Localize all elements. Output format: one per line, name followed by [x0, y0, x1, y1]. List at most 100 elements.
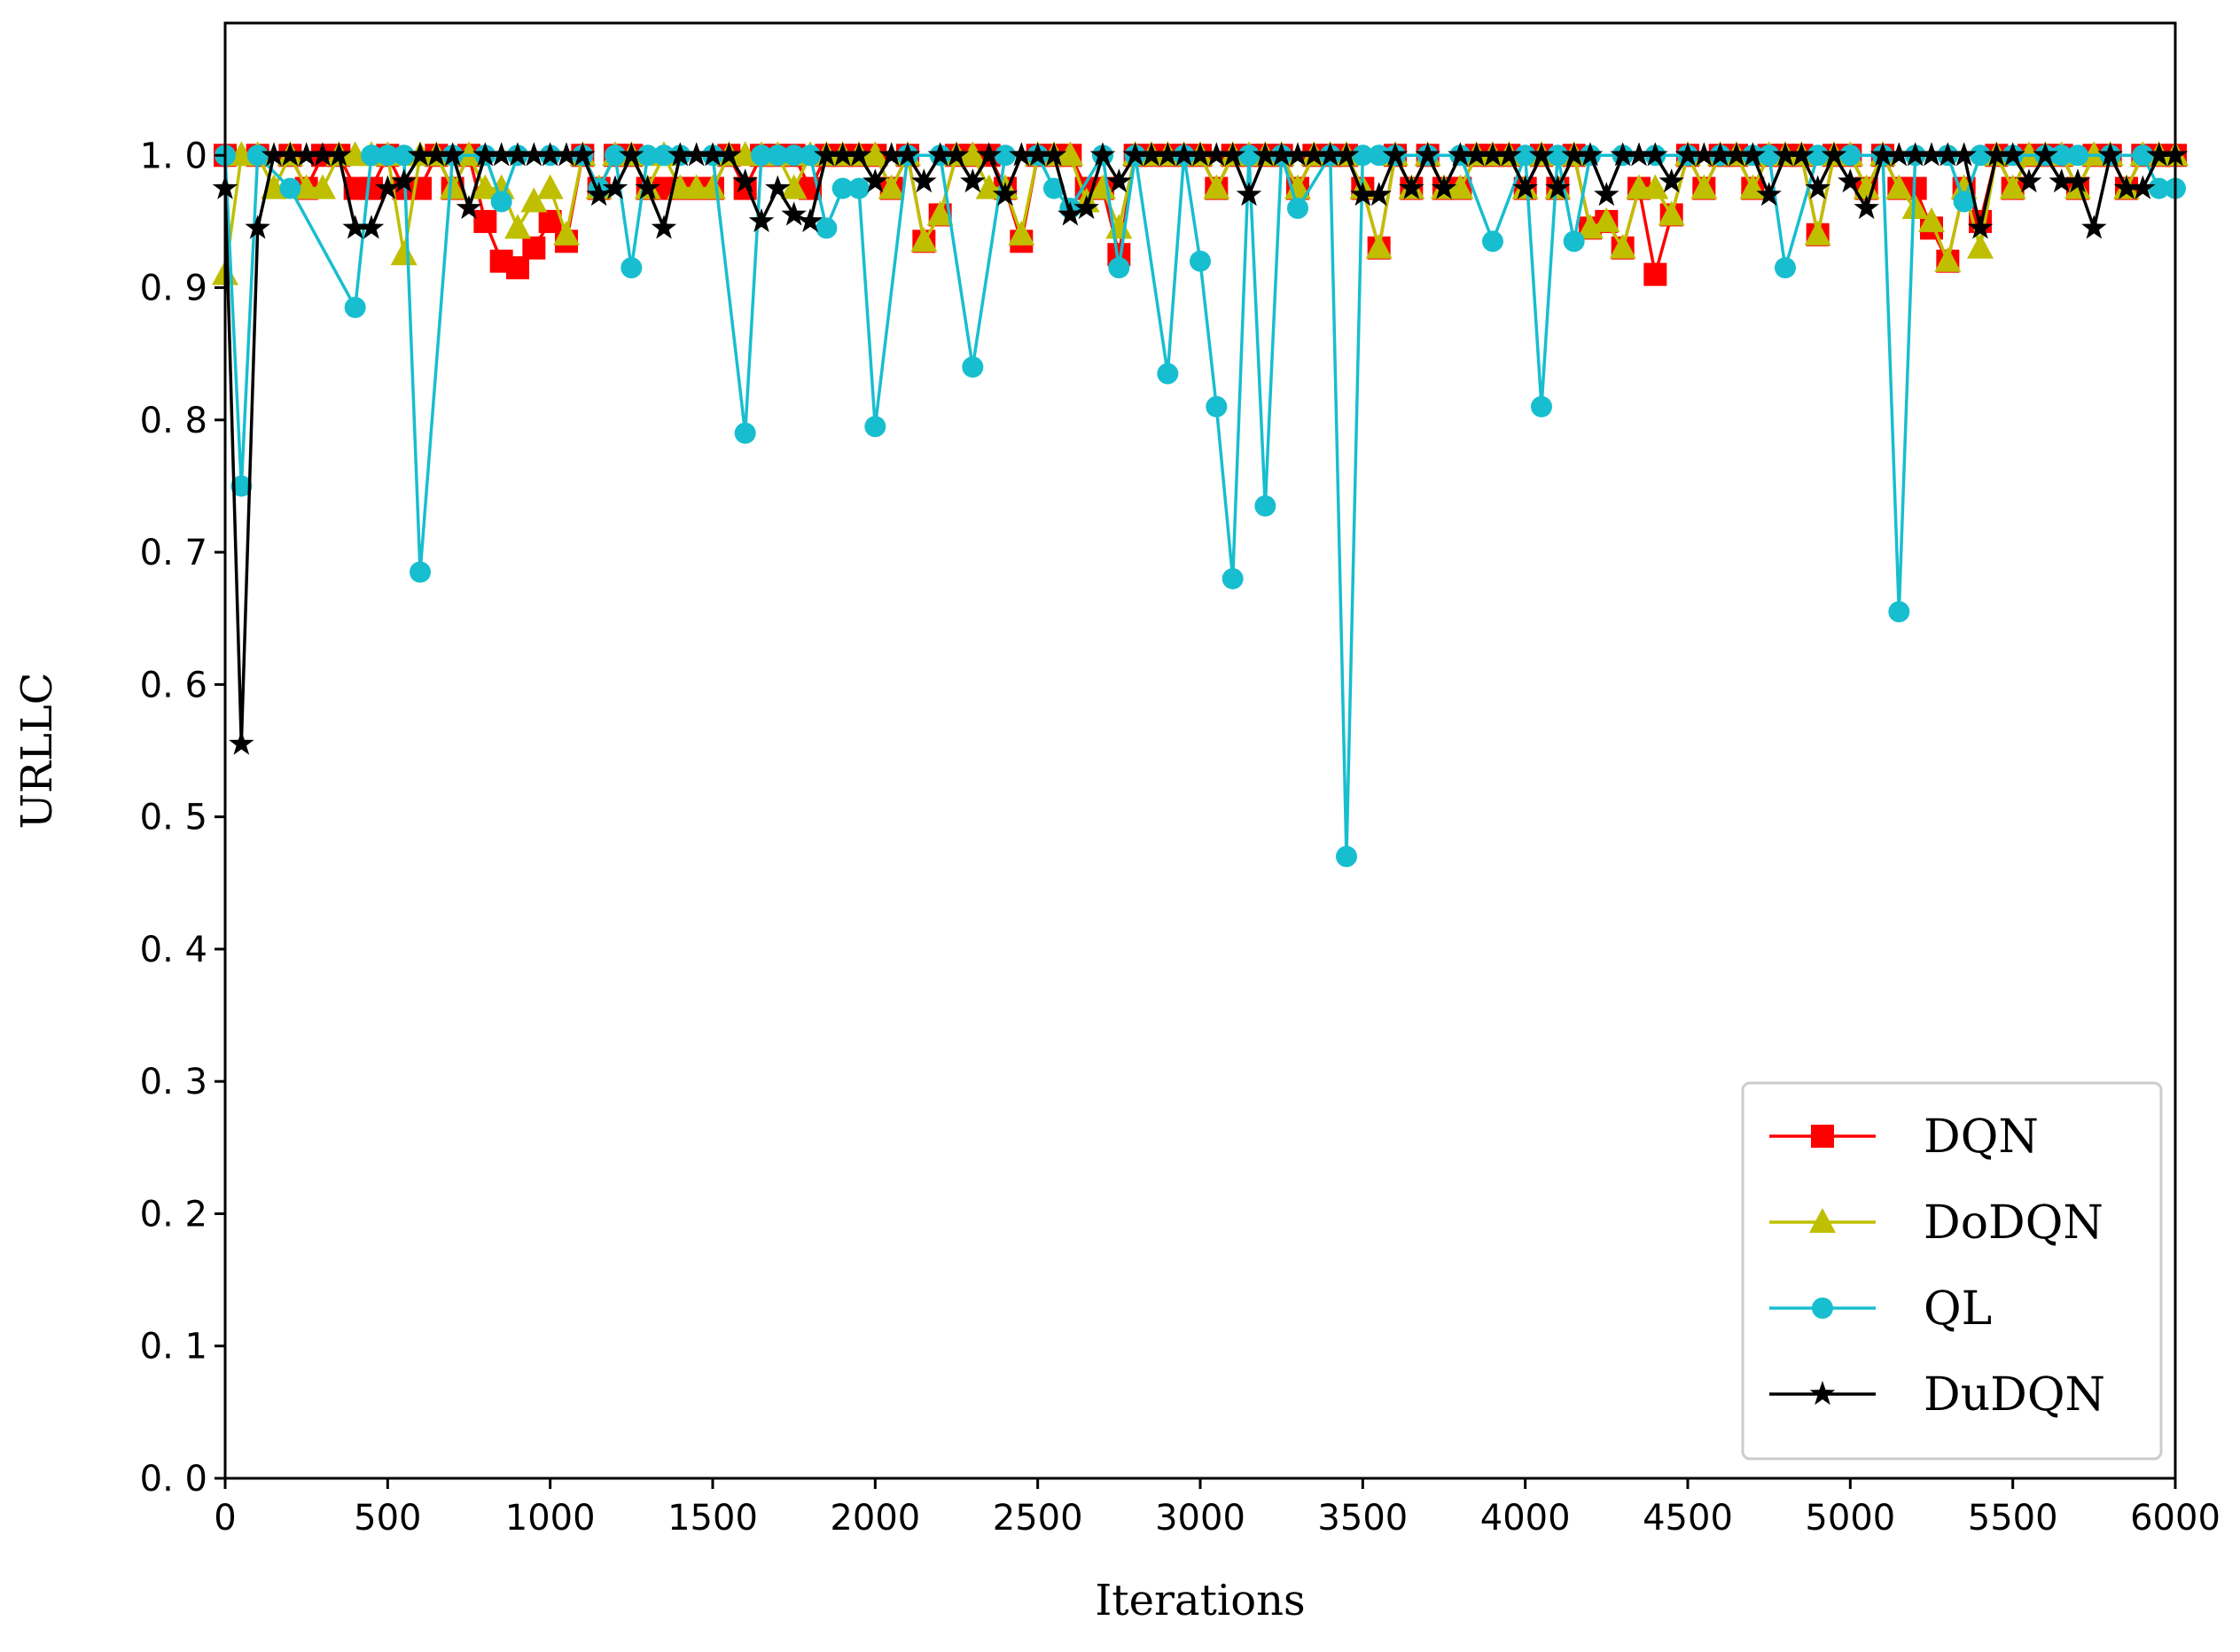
data-point-dudqn	[309, 142, 336, 167]
x-tick-label: 2000	[830, 1498, 920, 1539]
data-point-dodqn	[1901, 193, 1929, 219]
data-point-dudqn	[943, 142, 970, 167]
data-point-dudqn	[667, 142, 693, 167]
data-point-dudqn	[2097, 142, 2123, 167]
data-point-ql	[361, 144, 382, 167]
data-point-dudqn	[245, 214, 270, 239]
data-point-dudqn	[1220, 142, 1245, 167]
data-point-ql	[800, 144, 821, 167]
x-tick-label: 4500	[1643, 1498, 1733, 1539]
data-point-dudqn	[1545, 175, 1571, 199]
data-point-dodqn	[1804, 220, 1831, 245]
x-tick-label: 5500	[1968, 1498, 2058, 1539]
x-tick-label: 2500	[993, 1498, 1083, 1539]
data-point-dodqn	[439, 174, 466, 199]
data-point-dudqn	[619, 142, 644, 167]
data-point-dudqn	[862, 168, 888, 193]
data-point-ql	[1482, 230, 1503, 253]
data-point-ql	[1970, 144, 1991, 167]
y-tick-label: 0. 5	[140, 798, 207, 838]
data-point-dodqn	[520, 187, 548, 213]
data-point-dudqn	[342, 214, 368, 239]
data-point-dudqn	[1366, 182, 1392, 206]
data-point-dodqn	[699, 174, 726, 199]
data-point-dudqn	[1691, 142, 1717, 167]
data-point-ql	[1336, 845, 1357, 868]
data-point-ql	[1563, 230, 1585, 253]
data-point-dudqn	[1350, 182, 1376, 206]
data-point-ql	[1238, 144, 1260, 167]
data-point-dudqn	[1268, 142, 1294, 167]
data-point-dudqn	[748, 207, 775, 232]
data-point-dudqn	[1577, 142, 1604, 167]
data-point-ql	[751, 144, 772, 167]
y-tick-label: 0. 2	[140, 1194, 207, 1235]
data-point-ql	[1547, 144, 1569, 167]
legend-label-dudqn: DuDQN	[1924, 1368, 2105, 1422]
data-point-ql	[2148, 177, 2170, 199]
data-point-dudqn	[1723, 142, 1750, 167]
x-tick-label: 6000	[2130, 1498, 2220, 1539]
data-point-ql	[1775, 257, 1796, 279]
data-point-dodqn	[780, 174, 808, 199]
data-point-ql	[816, 217, 838, 239]
legend-item-dodqn: DoDQN	[1769, 1196, 2103, 1250]
legend-item-ql: QL	[1769, 1282, 1992, 1336]
data-point-ql	[377, 144, 399, 167]
data-point-ql	[605, 144, 626, 167]
data-point-dudqn	[1854, 195, 1879, 220]
data-point-dodqn	[1642, 174, 1669, 199]
data-point-dudqn	[1187, 142, 1214, 167]
data-point-dudqn	[635, 175, 660, 199]
data-point-dodqn	[390, 240, 418, 266]
data-point-dudqn	[1171, 142, 1197, 167]
legend-label-dodqn: DoDQN	[1924, 1196, 2103, 1250]
data-point-dudqn	[1138, 142, 1165, 167]
data-point-dudqn	[537, 142, 563, 167]
data-point-dudqn	[1838, 168, 1863, 193]
data-point-dodqn	[862, 141, 889, 167]
data-point-dudqn	[602, 175, 628, 199]
data-point-dudqn	[846, 142, 872, 167]
data-point-dodqn	[878, 174, 905, 199]
data-point-ql	[1206, 395, 1228, 417]
data-point-dudqn	[1431, 175, 1457, 199]
data-point-dudqn	[1089, 142, 1116, 167]
y-tick-label: 0. 9	[140, 269, 207, 309]
data-point-dodqn	[1853, 174, 1880, 199]
data-point-dudqn	[1659, 168, 1684, 193]
data-point-dodqn	[488, 174, 515, 199]
data-point-dudqn	[1869, 142, 1896, 167]
data-point-dodqn	[1577, 214, 1604, 239]
data-point-dudqn	[960, 168, 986, 193]
data-point-dudqn	[1399, 175, 1424, 199]
data-point-ql	[1287, 197, 1308, 219]
data-point-dodqn	[959, 141, 987, 167]
data-point-dudqn	[2033, 142, 2058, 167]
data-point-dudqn	[504, 142, 531, 167]
data-point-dodqn	[1918, 206, 1945, 232]
data-point-ql	[230, 475, 253, 497]
data-point-dudqn	[261, 142, 287, 167]
data-point-dudqn	[894, 142, 921, 167]
data-point-ql	[1352, 144, 1374, 167]
x-tick-label: 3000	[1155, 1498, 1245, 1539]
data-point-ql	[1531, 395, 1552, 417]
data-point-dudqn	[1155, 142, 1181, 167]
data-point-dudqn	[1122, 142, 1148, 167]
data-point-dodqn	[309, 174, 336, 199]
data-point-dodqn	[1008, 220, 1035, 245]
data-point-dudqn	[1479, 142, 1506, 167]
y-axis-label: URLLC	[12, 672, 62, 829]
data-point-ql	[831, 177, 854, 199]
data-point-ql	[279, 177, 301, 199]
legend-frame	[1741, 1081, 2163, 1461]
data-point-dudqn	[1528, 142, 1555, 167]
data-point-ql	[344, 296, 366, 318]
data-point-ql	[1254, 495, 1276, 517]
x-tick-label: 5000	[1805, 1498, 1895, 1539]
x-tick-label: 3500	[1317, 1498, 1408, 1539]
data-point-dudqn	[781, 201, 807, 226]
data-point-dudqn	[2000, 142, 2025, 167]
data-point-dudqn	[1674, 142, 1701, 167]
